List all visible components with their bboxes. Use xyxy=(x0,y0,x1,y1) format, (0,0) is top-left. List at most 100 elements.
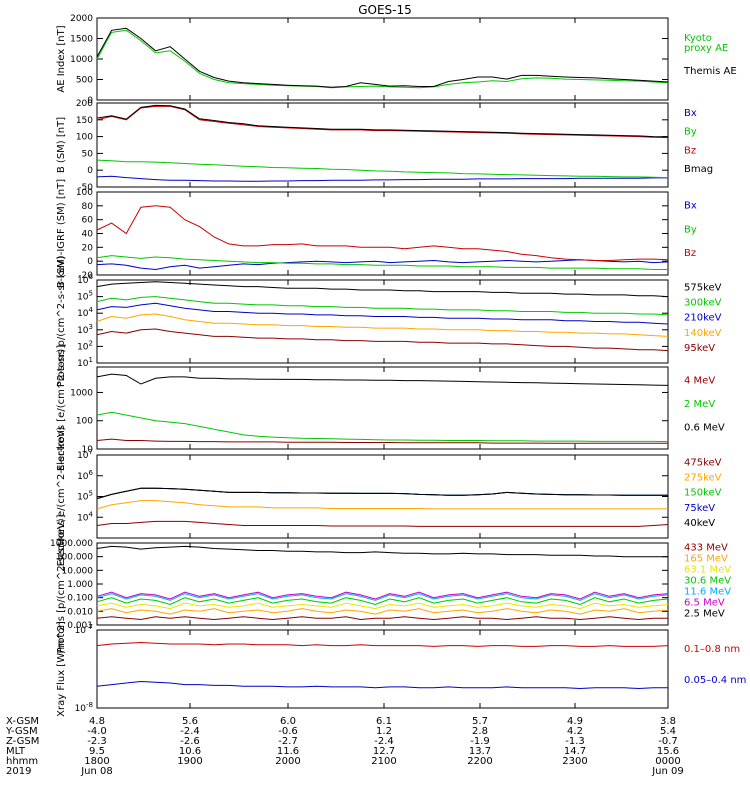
bottom-cell: 2.8 xyxy=(472,726,488,737)
series-line-by xyxy=(96,255,668,270)
legend-label: 30.6 MeV xyxy=(684,575,731,586)
legend-label: 6.5 MeV xyxy=(684,597,725,608)
y-tick-label: 10.000 xyxy=(62,566,94,576)
series-line-2-mev xyxy=(96,411,669,443)
y-axis-label: Protons [p/(cm^2-s-sr-keV)] xyxy=(56,514,67,653)
panel-7: 1000.000 100.000 10.000 1.000 0.100 0.010 0.00… xyxy=(50,514,731,653)
y-tick-label: 100 xyxy=(76,188,93,198)
bottom-cell: 3.8 xyxy=(660,716,676,727)
y-tick-label: 1000.000 xyxy=(50,539,93,549)
bottom-cell: 10.6 xyxy=(179,746,201,757)
bottom-cell: -2.4 xyxy=(180,726,200,737)
bottom-cell: 6.0 xyxy=(280,716,296,727)
series-line-0.05-0.4-nm xyxy=(96,680,668,690)
bottom-cell: 2300 xyxy=(562,756,587,767)
series-line-bx xyxy=(96,175,668,182)
y-axis-label: B (SM)-IGRF (SM) [nT] xyxy=(56,179,67,288)
y-tick-label: 102 xyxy=(77,339,93,352)
bottom-cell: Jun 09 xyxy=(651,766,684,777)
series-line-bz xyxy=(96,205,669,261)
series-line-30.6-mev xyxy=(96,597,669,606)
series-line-4-mev xyxy=(96,438,668,444)
series-line-433-mev xyxy=(96,616,668,621)
bottom-row-label: 2019 xyxy=(6,766,31,777)
legend-label: By xyxy=(684,224,697,235)
panel-frame xyxy=(96,279,669,364)
y-tick-label: 106 xyxy=(77,469,93,482)
bottom-cell: 1800 xyxy=(84,756,109,767)
bottom-row-label: MLT xyxy=(6,746,26,757)
panel-3: 100 80 60 40 20 0 -20 B (SM)-IGRF (SM) [nT] Bx By… xyxy=(56,179,697,288)
series-line-275kev xyxy=(96,500,668,510)
legend-label: Themis AE xyxy=(683,66,737,77)
series-line-bx xyxy=(96,259,669,271)
legend-label: 575keV xyxy=(684,283,722,294)
legend-label: 11.6 MeV xyxy=(684,586,731,597)
y-tick-label: -50 xyxy=(78,183,93,193)
legend-label: 275keV xyxy=(684,473,722,484)
bottom-cell: 9.5 xyxy=(89,746,105,757)
bottom-cell: 2200 xyxy=(467,756,492,767)
legend-label: 150keV xyxy=(684,488,722,499)
legend-label: 475keV xyxy=(684,458,722,469)
y-axis-label: Xray Flux [W/m^2] xyxy=(56,621,67,717)
bottom-cell: -1.3 xyxy=(565,736,585,747)
series-line-0.1-0.8-nm xyxy=(96,641,669,647)
bottom-cell: Jun 08 xyxy=(80,766,113,777)
y-tick-label: 50 xyxy=(82,149,94,159)
bottom-cell: 13.7 xyxy=(469,746,491,757)
bottom-cell: 1.2 xyxy=(376,726,392,737)
bottom-cell: 15.6 xyxy=(657,746,679,757)
panel-2: 200 150 100 50 0 -50 B (SM) [nT] Bx By Bz Bmag xyxy=(56,99,713,193)
bottom-cell: -0.6 xyxy=(278,726,298,737)
legend-label: By xyxy=(684,127,697,138)
legend-label: Bmag xyxy=(684,164,713,175)
series-line-bmag xyxy=(96,104,669,138)
bottom-cell: -0.7 xyxy=(658,736,678,747)
legend-label: 2 MeV xyxy=(684,399,715,410)
bottom-cell: 4.8 xyxy=(89,716,105,727)
bottom-cell: 0000 xyxy=(655,756,680,767)
y-tick-label: 10-8 xyxy=(75,701,93,714)
y-tick-label: 40 xyxy=(82,230,94,240)
series-line-210kev xyxy=(96,302,669,325)
bottom-row-label: Y-GSM xyxy=(5,726,38,737)
y-tick-label: 105 xyxy=(77,290,93,303)
y-tick-label: 0 xyxy=(87,257,93,267)
y-axis-label: Electrons [e/(cm^2-s-sr)] xyxy=(56,345,67,471)
series-line-40kev xyxy=(96,487,668,500)
y-tick-label: 1500 xyxy=(70,35,93,45)
series-line-11.6-mev xyxy=(96,593,669,601)
y-tick-label: 150 xyxy=(76,116,93,126)
series-line-kyoto-proxy-ae xyxy=(96,29,669,89)
y-tick-label: 1000 xyxy=(70,55,93,65)
legend-label: Bz xyxy=(684,145,696,156)
y-tick-label: 103 xyxy=(77,323,93,336)
series-line-63.1-mev xyxy=(96,602,669,610)
panel-frame xyxy=(96,366,669,450)
legend-label: 75keV xyxy=(684,503,715,514)
series-line-themis-ae xyxy=(96,27,669,88)
y-tick-label: 1000 xyxy=(70,388,93,398)
y-tick-label: 101 xyxy=(77,356,93,369)
y-tick-label: 500 xyxy=(76,76,93,86)
bottom-cell: -2.6 xyxy=(180,736,200,747)
bottom-cell: 12.7 xyxy=(373,746,395,757)
legend-label: 63.1 MeV xyxy=(684,565,731,576)
bottom-row-label: X-GSM xyxy=(6,716,39,727)
bottom-cell: -4.0 xyxy=(87,726,107,737)
y-tick-label: 0.001 xyxy=(67,621,93,631)
series-line-165-mev xyxy=(96,608,669,615)
y-axis-label: B (SM) [nT] xyxy=(56,117,67,173)
legend-label: 4 MeV xyxy=(684,375,715,386)
series-line-6.5-mev xyxy=(96,591,669,600)
y-tick-label: 10 xyxy=(82,445,94,455)
series-line-by xyxy=(96,159,669,179)
series-line-bz xyxy=(96,105,669,139)
bottom-cell: -2.3 xyxy=(87,736,107,747)
legend-label: 140keV xyxy=(684,328,722,339)
series-line-2.5-mev xyxy=(96,545,668,558)
bottom-cell: 14.7 xyxy=(564,746,586,757)
